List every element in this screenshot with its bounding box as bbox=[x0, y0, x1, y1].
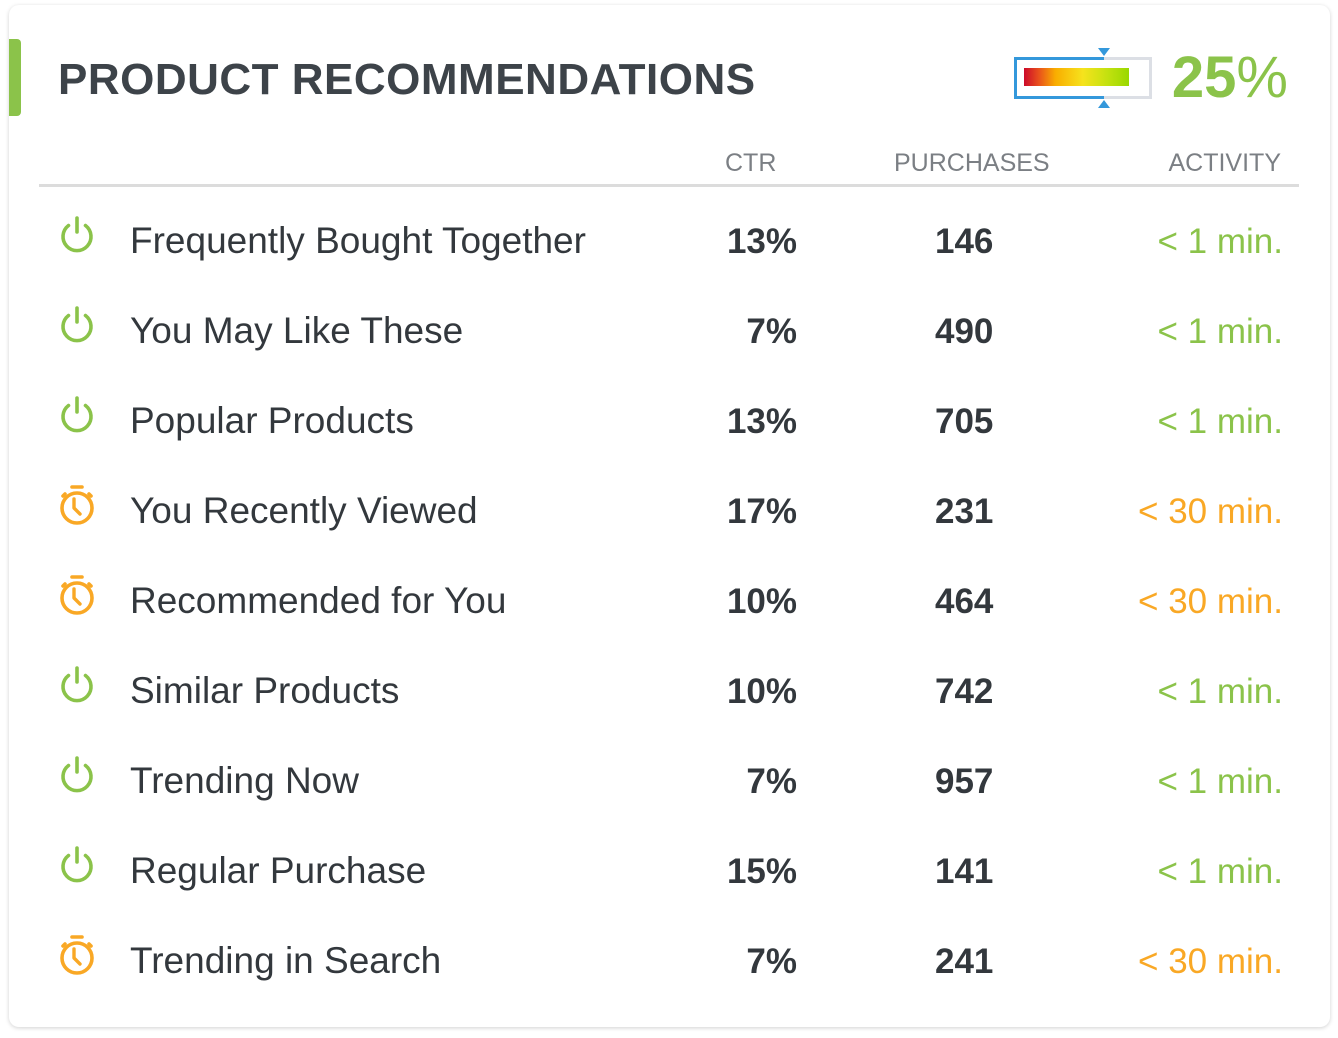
gauge-frame-inactive bbox=[1104, 57, 1152, 99]
purchases-value: 742 bbox=[935, 672, 994, 711]
activity-value: < 30 min. bbox=[1138, 492, 1283, 531]
gauge-frame-active bbox=[1014, 57, 1104, 99]
recommendation-name: Trending in Search bbox=[130, 940, 442, 981]
ctr-value: 7% bbox=[746, 762, 797, 801]
recommendation-name: Similar Products bbox=[130, 670, 400, 711]
widget-title: PRODUCT RECOMMENDATIONS bbox=[58, 55, 756, 104]
activity-value: < 1 min. bbox=[1157, 312, 1283, 351]
activity-value: < 1 min. bbox=[1157, 672, 1283, 711]
ctr-value: 10% bbox=[726, 672, 797, 711]
ctr-value: 15% bbox=[726, 852, 797, 891]
recommendation-name: Regular Purchase bbox=[130, 850, 427, 891]
power-icon bbox=[61, 846, 93, 883]
ctr-value: 7% bbox=[746, 312, 797, 351]
stopwatch-icon bbox=[60, 575, 94, 615]
score-number: 25 bbox=[1171, 45, 1237, 110]
table-row[interactable]: Trending in Search 7% 241 < 30 min. bbox=[39, 909, 1299, 999]
table-row[interactable]: Trending Now 7% 957 < 1 min. bbox=[39, 729, 1299, 819]
column-header-activity[interactable]: ACTIVITY bbox=[1168, 149, 1281, 177]
activity-value: < 1 min. bbox=[1157, 222, 1283, 261]
purchases-value: 241 bbox=[935, 942, 994, 981]
recommendation-name: Frequently Bought Together bbox=[130, 220, 586, 261]
column-header-purchases[interactable]: PURCHASES bbox=[894, 149, 1050, 177]
recommendation-name: You Recently Viewed bbox=[130, 490, 478, 531]
gauge-gradient-fill bbox=[1024, 68, 1129, 86]
table-row[interactable]: Popular Products 13% 705 < 1 min. bbox=[39, 369, 1299, 459]
ctr-value: 17% bbox=[726, 492, 797, 531]
table-row[interactable]: Similar Products 10% 742 < 1 min. bbox=[39, 639, 1299, 729]
score-gauge bbox=[1014, 48, 1152, 108]
power-icon bbox=[61, 396, 93, 433]
table-row[interactable]: Recommended for You 10% 464 < 30 min. bbox=[39, 549, 1299, 639]
ctr-value: 13% bbox=[726, 222, 797, 261]
gauge-marker-top-icon bbox=[1098, 48, 1110, 56]
purchases-value: 141 bbox=[935, 852, 994, 891]
accent-bar bbox=[9, 39, 21, 116]
ctr-value: 7% bbox=[746, 942, 797, 981]
table-header: CTR PURCHASES ACTIVITY bbox=[39, 143, 1299, 187]
gauge-marker-bottom-icon bbox=[1098, 100, 1110, 108]
purchases-value: 957 bbox=[935, 762, 994, 801]
recommendation-name: You May Like These bbox=[130, 310, 464, 351]
recommendation-list: Frequently Bought Together 13% 146 < 1 m… bbox=[39, 189, 1299, 999]
purchases-value: 146 bbox=[935, 222, 994, 261]
score-value: 25% bbox=[1172, 45, 1288, 111]
ctr-value: 13% bbox=[726, 402, 797, 441]
recommendation-name: Recommended for You bbox=[130, 580, 507, 621]
power-icon bbox=[61, 216, 93, 253]
power-icon bbox=[61, 306, 93, 343]
activity-value: < 1 min. bbox=[1157, 852, 1283, 891]
activity-value: < 1 min. bbox=[1157, 762, 1283, 801]
table-row[interactable]: Frequently Bought Together 13% 146 < 1 m… bbox=[39, 189, 1299, 279]
ctr-value: 10% bbox=[726, 582, 797, 621]
purchases-value: 490 bbox=[935, 312, 994, 351]
recommendation-name: Popular Products bbox=[130, 400, 414, 441]
activity-value: < 30 min. bbox=[1138, 582, 1283, 621]
stopwatch-icon bbox=[60, 935, 94, 975]
stopwatch-icon bbox=[60, 485, 94, 525]
power-icon bbox=[61, 666, 93, 703]
activity-value: < 1 min. bbox=[1157, 402, 1283, 441]
product-recommendations-card: PRODUCT RECOMMENDATIONS 25% CTR PURCHASE… bbox=[9, 5, 1330, 1027]
table-row[interactable]: You Recently Viewed 17% 231 < 30 min. bbox=[39, 459, 1299, 549]
purchases-value: 231 bbox=[935, 492, 994, 531]
table-row[interactable]: Regular Purchase 15% 141 < 1 min. bbox=[39, 819, 1299, 909]
purchases-value: 705 bbox=[935, 402, 994, 441]
purchases-value: 464 bbox=[935, 582, 994, 621]
recommendation-name: Trending Now bbox=[130, 760, 359, 801]
activity-value: < 30 min. bbox=[1138, 942, 1283, 981]
column-header-ctr[interactable]: CTR bbox=[725, 149, 777, 177]
power-icon bbox=[61, 756, 93, 793]
score-unit: % bbox=[1236, 45, 1288, 110]
table-row[interactable]: You May Like These 7% 490 < 1 min. bbox=[39, 279, 1299, 369]
